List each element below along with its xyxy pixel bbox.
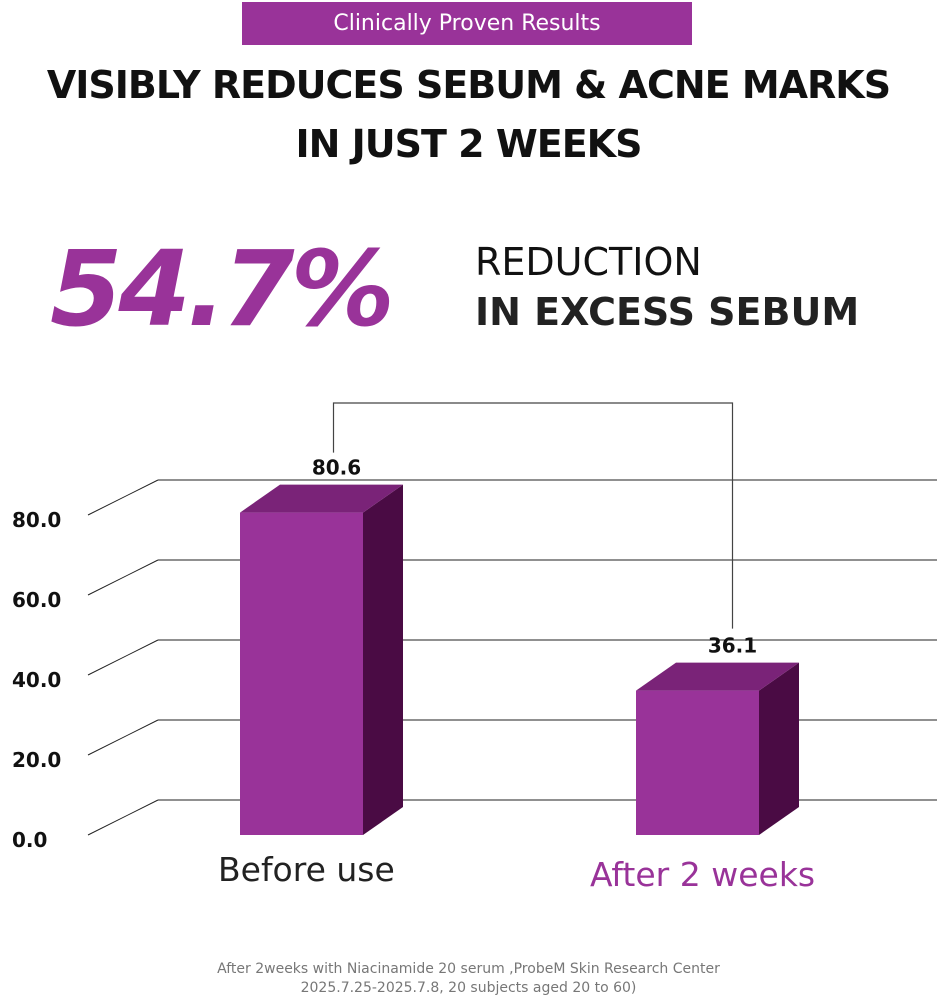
- reduction-label-line-2: IN EXCESS SEBUM: [475, 290, 860, 334]
- y-tick-label: 20.0: [12, 748, 61, 772]
- category-label-after: After 2 weeks: [590, 855, 816, 894]
- category-label-before: Before use: [218, 850, 395, 889]
- bar: [240, 512, 363, 835]
- sebum-bar-chart: 0.0 20.0 40.0 60.0 80.0 80.6 36.1: [12, 402, 937, 852]
- bar-side: [363, 484, 403, 835]
- reduction-label-line-1: REDUCTION: [475, 240, 702, 284]
- bar-value-label: 80.6: [312, 456, 361, 480]
- clinically-proven-badge: Clinically Proven Results: [242, 2, 692, 45]
- y-tick-label: 40.0: [12, 668, 61, 692]
- grid-diagonal: [87, 799, 159, 836]
- grid-diagonal: [87, 559, 159, 596]
- grid-diagonal: [87, 719, 159, 756]
- bar-value-label: 36.1: [708, 634, 757, 658]
- y-tick-label: 0.0: [12, 828, 47, 852]
- headline-line-2: IN JUST 2 WEEKS: [295, 122, 643, 166]
- bar: [636, 690, 759, 835]
- footnote-line-1: After 2weeks with Niacinamide 20 serum ,…: [217, 961, 720, 977]
- headline-line-1: VISIBLY REDUCES SEBUM & ACNE MARKS: [46, 63, 891, 107]
- y-tick-label: 60.0: [12, 588, 61, 612]
- reduction-percentage: 54.7%: [50, 228, 395, 350]
- comparison-bracket: [332, 402, 734, 629]
- grid-diagonal: [87, 639, 159, 676]
- y-tick-label: 80.0: [12, 508, 61, 532]
- bar-top: [636, 662, 799, 691]
- bar-side: [759, 662, 799, 835]
- grid-diagonal: [87, 479, 159, 516]
- bar-top: [240, 484, 403, 513]
- footnote-line-2: 2025.7.25-2025.7.8, 20 subjects aged 20 …: [300, 980, 637, 996]
